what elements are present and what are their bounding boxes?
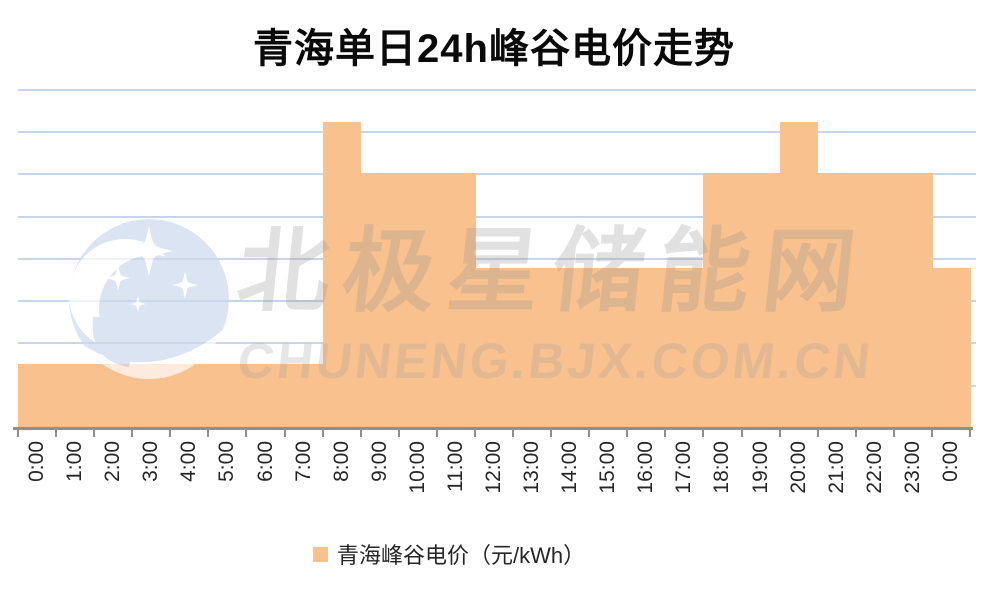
x-axis-label: 9:00 (367, 441, 391, 482)
x-axis-label: 2:00 (101, 441, 125, 482)
price-bar (322, 121, 362, 428)
x-axis-label: 22:00 (862, 441, 886, 494)
x-axis-label: 18:00 (710, 441, 734, 494)
price-bar (246, 364, 286, 428)
price-bar (741, 172, 781, 428)
x-axis-label: 3:00 (139, 441, 163, 482)
gridline (18, 173, 976, 176)
price-bar (893, 172, 933, 428)
x-axis-label: 15:00 (596, 441, 620, 494)
x-axis-label: 20:00 (786, 441, 810, 494)
x-axis-tick (245, 429, 248, 437)
gridline (18, 88, 976, 91)
x-axis-label: 19:00 (748, 441, 772, 494)
x-axis-label: 6:00 (253, 441, 277, 482)
price-bar (398, 172, 438, 428)
x-axis-tick (473, 429, 476, 437)
gridline (18, 130, 976, 133)
x-axis-label: 0:00 (25, 441, 49, 482)
x-axis-tick (17, 429, 19, 437)
x-axis-label: 17:00 (672, 441, 696, 494)
x-axis-tick (969, 429, 971, 437)
x-axis-tick (550, 429, 553, 437)
x-axis-label: 12:00 (482, 441, 505, 494)
x-axis-tick (740, 429, 743, 437)
x-axis-tick (626, 429, 629, 437)
x-axis-tick (854, 429, 857, 437)
price-bar (665, 268, 705, 428)
x-axis-tick (588, 429, 591, 437)
price-bar (284, 364, 324, 428)
x-axis-tick (131, 429, 134, 437)
x-axis-tick (397, 429, 400, 437)
x-axis-label: 1:00 (63, 441, 87, 482)
price-bar (474, 268, 514, 428)
price-bar (817, 172, 857, 428)
price-bar (627, 268, 666, 428)
x-axis-label: 7:00 (291, 441, 315, 482)
x-axis-tick (93, 429, 96, 437)
price-bar (94, 364, 133, 428)
legend: 青海峰谷电价（元/kWh） (313, 538, 585, 570)
x-axis-tick (930, 429, 933, 437)
price-bar (436, 172, 476, 428)
price-bar (779, 121, 819, 428)
price-bar (551, 268, 590, 428)
x-axis-label: 14:00 (558, 441, 582, 494)
x-axis-label: 5:00 (215, 441, 239, 482)
x-axis-tick (512, 429, 515, 437)
legend-marker-icon (313, 546, 328, 562)
x-axis-tick (169, 429, 172, 437)
price-bar (931, 268, 971, 428)
gridline (18, 257, 976, 260)
price-bar (513, 268, 552, 428)
x-axis-tick (359, 429, 362, 437)
x-axis-tick (816, 429, 819, 437)
legend-label: 青海峰谷电价（元/kWh） (337, 543, 586, 568)
x-axis-tick (207, 429, 210, 437)
x-axis-label: 4:00 (177, 441, 201, 482)
x-axis-tick (702, 429, 705, 437)
x-axis-label: 8:00 (329, 441, 353, 482)
x-axis-label: 16:00 (634, 441, 658, 494)
x-axis-tick (664, 429, 667, 437)
x-axis-label: 13:00 (520, 441, 544, 494)
x-axis-label: 11:00 (443, 441, 467, 492)
price-bar (18, 364, 57, 428)
x-axis-line (13, 427, 973, 430)
x-axis-label: 0:00 (938, 441, 962, 482)
x-axis-tick (435, 429, 438, 437)
chart-title: 青海单日24h峰谷电价走势 (253, 27, 735, 71)
price-bar (703, 172, 743, 428)
x-axis-tick (55, 429, 58, 437)
price-bar (855, 172, 895, 428)
price-bar (132, 364, 171, 428)
price-bar (208, 364, 248, 428)
x-axis-tick (321, 429, 324, 437)
x-axis-label: 21:00 (824, 441, 848, 494)
price-bar (360, 172, 400, 428)
x-axis-label: 23:00 (900, 441, 924, 494)
price-bar (170, 364, 209, 428)
price-bar (56, 364, 95, 428)
x-axis-tick (892, 429, 895, 437)
gridline (18, 215, 976, 218)
x-axis-label: 10:00 (405, 441, 429, 494)
price-bar (589, 268, 628, 428)
x-axis-tick (283, 429, 286, 437)
x-axis-tick (778, 429, 781, 437)
